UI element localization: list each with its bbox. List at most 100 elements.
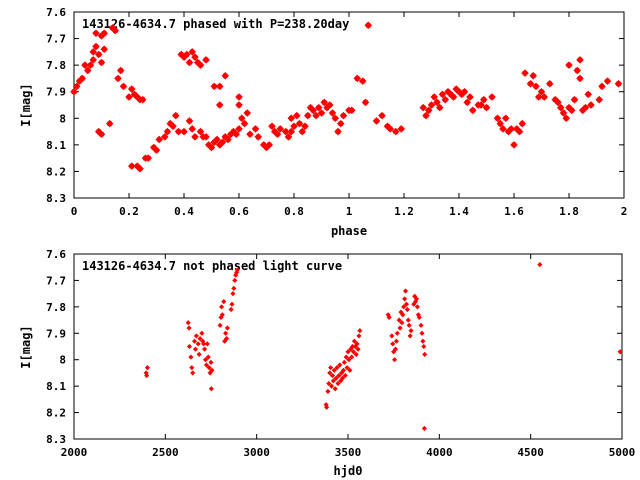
bottom-data-point — [356, 333, 362, 339]
top-data-point-core — [165, 129, 170, 134]
bottom-data-point — [335, 380, 341, 387]
top-data-point-core — [520, 121, 525, 126]
top-data-point-core — [517, 129, 522, 134]
bottom-data-point — [405, 317, 411, 323]
bottom-data-point — [420, 338, 426, 344]
top-data-point-core — [135, 163, 140, 169]
bottom-data-point — [407, 333, 413, 339]
bottom-y-tick-label: 8.3 — [46, 433, 66, 446]
top-data-point-core — [181, 54, 187, 60]
bottom-data-point — [389, 333, 395, 339]
top-data-point-core — [187, 118, 192, 124]
bottom-data-point — [193, 333, 199, 339]
top-x-tick-label: 1.4 — [449, 205, 469, 218]
bottom-chart-title: 143126-4634.7 not phased light curve — [82, 259, 342, 273]
top-data-point-core — [349, 108, 354, 113]
bottom-data-point — [421, 343, 427, 350]
top-x-tick-label: 0.8 — [284, 205, 304, 218]
top-data-point-core — [302, 124, 308, 129]
bottom-data-point — [408, 328, 414, 334]
bottom-data-point — [386, 314, 392, 320]
top-data-point-core — [118, 68, 123, 73]
top-data-point-core — [242, 121, 247, 126]
bottom-data-point — [334, 365, 340, 371]
top-data-point-core — [599, 84, 605, 89]
bottom-data-point — [418, 322, 424, 328]
bottom-data-point — [195, 341, 201, 347]
top-data-point-core — [192, 54, 198, 60]
bottom-data-point — [221, 299, 227, 305]
bottom-data-point — [185, 320, 191, 326]
top-y-tick-label: 7.8 — [46, 59, 66, 72]
top-data-point-core — [531, 73, 536, 79]
top-data-point-core — [71, 89, 77, 94]
bottom-data-point — [344, 365, 350, 371]
top-data-point-core — [569, 108, 574, 113]
top-data-point-core — [223, 134, 228, 140]
top-data-point-core — [140, 97, 145, 102]
top-data-point-core — [533, 84, 539, 89]
top-data-point-core — [421, 105, 426, 110]
top-data-point-core — [503, 116, 508, 121]
top-y-tick-label: 8.1 — [46, 139, 66, 152]
top-data-point-core — [462, 89, 467, 94]
top-data-point-core — [115, 76, 121, 81]
bottom-data-point — [205, 354, 211, 360]
bottom-data-point — [192, 346, 199, 352]
bottom-data-point — [394, 330, 400, 336]
top-data-point-core — [454, 86, 459, 92]
top-data-point-core — [481, 97, 486, 102]
top-data-point-core — [198, 129, 203, 134]
top-data-point-core — [489, 94, 495, 100]
top-y-tick-label: 8.2 — [46, 165, 66, 178]
top-y-axis-label: I[mag] — [19, 83, 33, 126]
top-x-tick-label: 0.6 — [229, 205, 249, 218]
top-data-point-core — [173, 113, 178, 118]
bottom-data-point — [202, 357, 209, 363]
top-data-point-core — [289, 129, 294, 134]
top-data-point-core — [316, 105, 321, 110]
top-data-point-core — [217, 142, 222, 148]
top-data-point-core — [102, 31, 107, 36]
top-data-point-core — [553, 97, 558, 102]
bottom-data-point — [144, 365, 150, 371]
bottom-data-point — [219, 304, 225, 310]
bottom-data-points — [143, 262, 623, 431]
top-data-point-core — [146, 155, 151, 161]
top-y-tick-label: 8.3 — [46, 192, 66, 205]
top-x-tick-label: 1.6 — [504, 205, 524, 218]
top-data-point-core — [459, 92, 464, 97]
top-data-point-core — [93, 44, 99, 49]
top-data-point-core — [484, 105, 489, 110]
top-data-point-core — [190, 126, 195, 132]
top-data-point-core — [223, 73, 228, 79]
bottom-data-point — [217, 322, 223, 328]
bottom-data-point — [537, 262, 543, 268]
bottom-data-point — [328, 383, 335, 389]
top-data-point-core — [583, 105, 588, 110]
top-data-point-core — [99, 131, 104, 137]
top-data-point-core — [195, 60, 200, 65]
bottom-data-point — [219, 312, 225, 318]
bottom-data-point — [354, 341, 360, 347]
bottom-data-point — [201, 341, 207, 347]
top-data-point-core — [379, 113, 385, 118]
top-data-point-core — [432, 94, 437, 100]
bottom-data-point — [390, 341, 396, 347]
bottom-x-axis-label: hjd0 — [334, 464, 363, 478]
top-data-point-core — [170, 124, 176, 129]
bottom-data-point — [333, 375, 339, 381]
bottom-data-point — [204, 341, 210, 347]
bottom-x-tick-label: 3000 — [243, 446, 270, 459]
top-x-tick-label: 1.2 — [394, 205, 414, 218]
bottom-data-point — [404, 306, 410, 313]
top-data-point-core — [291, 124, 297, 129]
bottom-data-point — [393, 338, 399, 344]
bottom-data-point — [337, 362, 343, 368]
top-x-tick-label: 1.8 — [559, 205, 579, 218]
top-data-point-core — [319, 110, 324, 116]
top-data-point-core — [388, 126, 393, 132]
top-data-point-core — [305, 113, 310, 118]
bottom-data-point — [208, 359, 214, 365]
